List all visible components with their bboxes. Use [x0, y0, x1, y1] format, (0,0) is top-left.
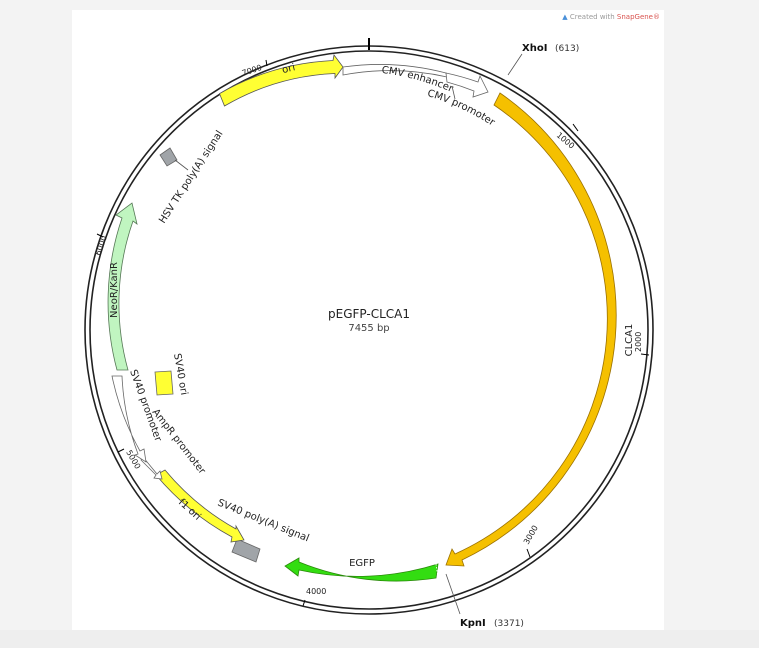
svg-text:3000: 3000	[522, 524, 540, 546]
svg-text:SV40 poly(A) signal: SV40 poly(A) signal	[216, 498, 311, 545]
svg-text:CLCA1: CLCA1	[624, 324, 635, 357]
feature-ori[interactable]: ori	[218, 54, 344, 107]
snapgene-watermark: ▲ Created with SnapGene®	[562, 13, 660, 21]
watermark-prefix: Created with	[569, 13, 615, 21]
tick-2000: 2000	[634, 332, 650, 356]
svg-text:6000: 6000	[93, 234, 108, 256]
plasmid-name: pEGFP-CLCA1	[328, 307, 410, 321]
feature-egfp[interactable]: EGFP	[284, 557, 439, 582]
svg-text:CMV promoter: CMV promoter	[426, 88, 497, 129]
svg-text:AmpR promoter: AmpR promoter	[150, 407, 208, 477]
svg-text:XhoI: XhoI	[522, 43, 547, 54]
feature-neor-kanr[interactable]: NeoR/KanR	[107, 202, 138, 371]
backbone-inner	[89, 50, 649, 610]
plasmid-size: 7455 bp	[348, 323, 389, 334]
svg-text:4000: 4000	[306, 587, 326, 596]
bottom-bar	[0, 630, 759, 648]
tick-1000: 1000	[555, 123, 579, 151]
watermark-brand: SnapGene®	[616, 13, 660, 21]
feature-hsv-tk-polya[interactable]: HSV TK poly(A) signal	[157, 129, 225, 226]
svg-text:SV40 ori: SV40 ori	[171, 353, 189, 396]
tick-4000: 4000	[302, 587, 326, 607]
feature-clca1[interactable]: CLCA1	[445, 92, 635, 567]
snapgene-logo-icon: ▲	[562, 13, 568, 21]
plasmid-map: 1000 2000 3000 4000 5000 6000 7000	[84, 38, 654, 629]
svg-text:EGFP: EGFP	[349, 558, 375, 569]
map-canvas: ▲ Created with SnapGene® 1000 2000	[72, 10, 664, 630]
svg-text:HSV TK poly(A) signal: HSV TK poly(A) signal	[157, 129, 225, 226]
svg-text:(613): (613)	[555, 44, 579, 54]
svg-text:ori: ori	[281, 62, 296, 76]
site-kpni[interactable]: KpnI (3371)	[445, 573, 524, 629]
svg-text:2000: 2000	[634, 332, 643, 352]
svg-text:KpnI: KpnI	[460, 618, 486, 629]
tick-6000: 6000	[93, 233, 109, 257]
site-xhoi[interactable]: XhoI (613)	[507, 43, 579, 76]
feature-cmv-enhancer[interactable]: CMV enhancer	[342, 64, 455, 95]
svg-text:NeoR/KanR: NeoR/KanR	[109, 262, 120, 318]
svg-text:(3371): (3371)	[494, 619, 524, 629]
feature-sv40-ori[interactable]: SV40 ori	[154, 353, 189, 396]
